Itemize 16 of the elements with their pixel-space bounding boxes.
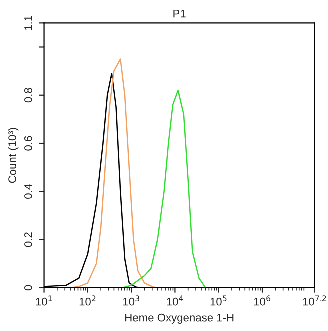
x-tick-label: 10$^{7.2}$ bbox=[303, 296, 326, 306]
x-axis-title: Heme Oxygenase 1-H bbox=[126, 314, 234, 324]
x-tick-label: 10$^{6}$ bbox=[254, 296, 271, 306]
x-tick-label: 10$^{1}$ bbox=[36, 296, 52, 306]
y-tick-label: 0 bbox=[24, 285, 32, 291]
x-tick-label: 10$^{5}$ bbox=[210, 296, 227, 306]
y-tick-label: 0.4 bbox=[24, 184, 32, 199]
x-tick-label: 10$^{2}$ bbox=[80, 296, 96, 306]
x-tick-label: 10$^{4}$ bbox=[167, 296, 184, 306]
y-tick-label: 0.2 bbox=[24, 232, 32, 248]
y-tick-label: 1.1 bbox=[24, 16, 32, 30]
y-axis-title: Count (10³) bbox=[8, 128, 19, 184]
y-tick-label: 0.6 bbox=[24, 136, 32, 151]
x-tick-label: 10$^{3}$ bbox=[124, 296, 140, 306]
y-tick-label: 0.8 bbox=[24, 88, 32, 103]
chart-title: P1 bbox=[174, 10, 186, 18]
